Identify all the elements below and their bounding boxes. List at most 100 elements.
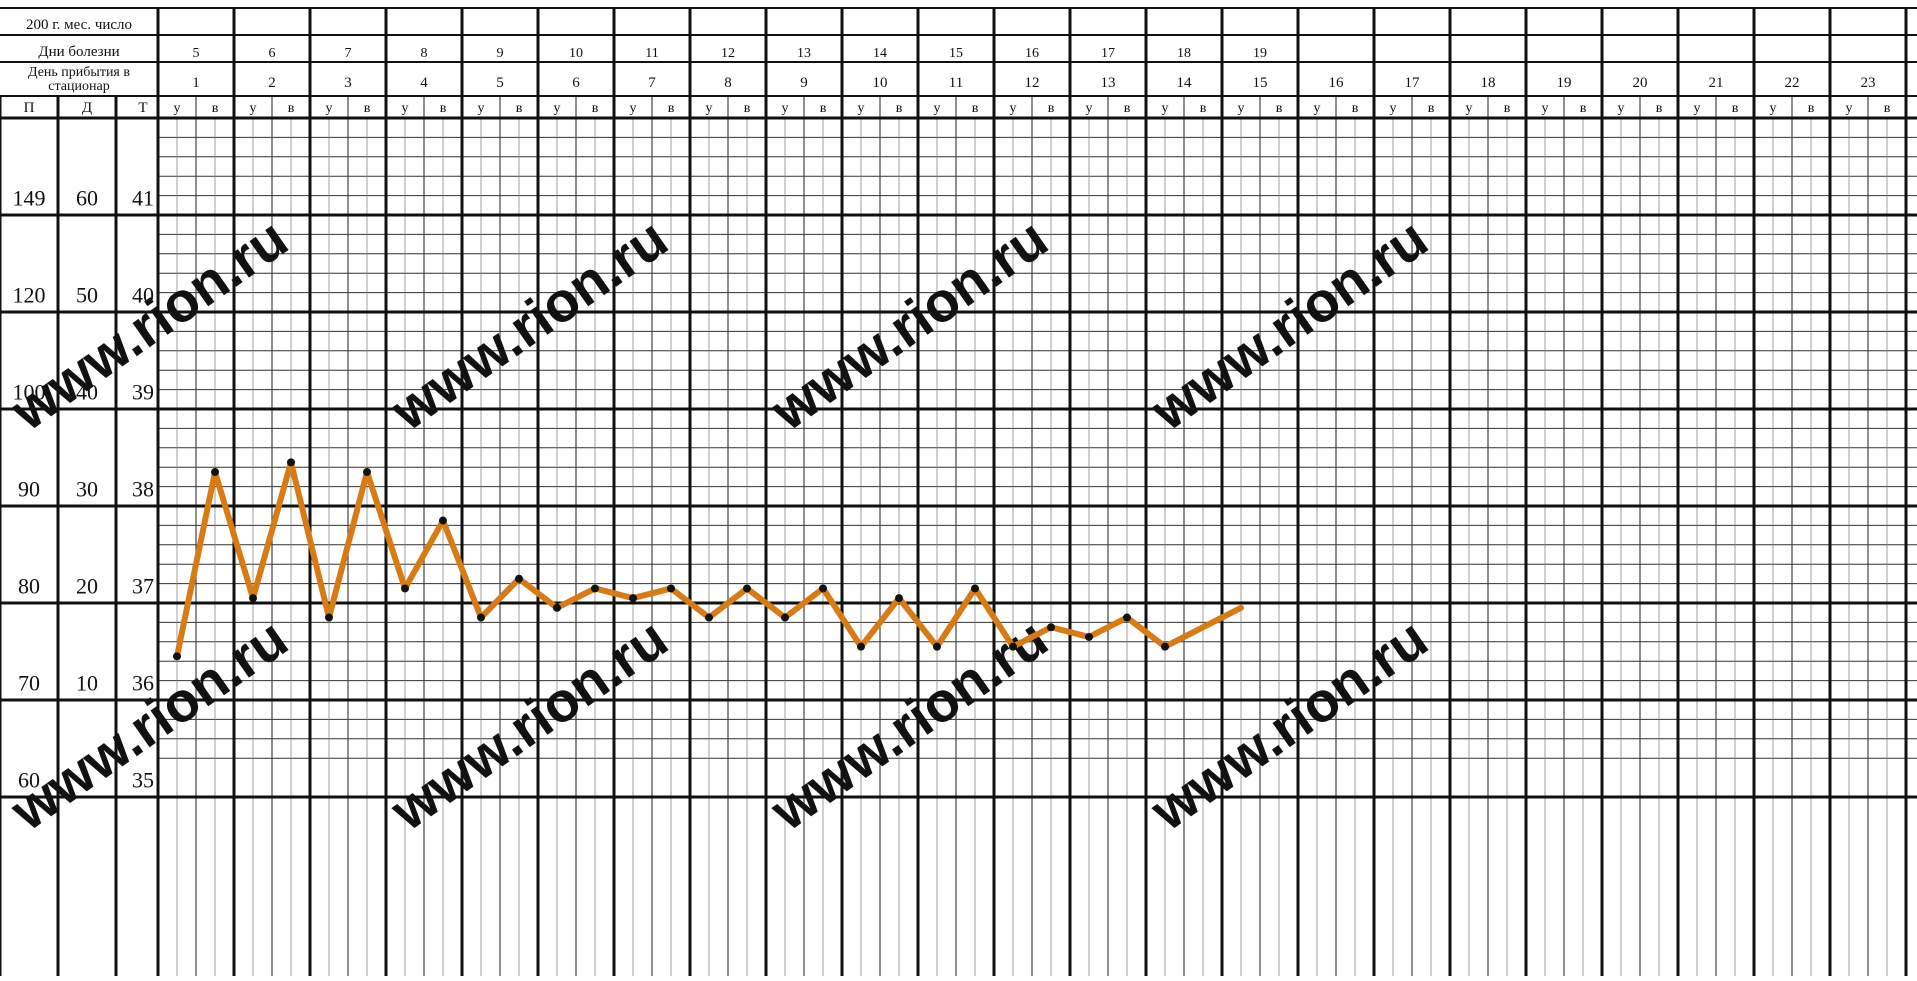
evening-slot-label: в — [820, 101, 827, 116]
pressure-scale-label: 40 — [76, 379, 98, 404]
watermark-text: www.rion.ru — [0, 606, 299, 843]
header-date-label: 200 г. мес. число — [26, 17, 132, 33]
evening-slot-label: в — [668, 101, 675, 116]
pressure-scale-label: 20 — [76, 573, 98, 598]
hospital-day-label: 3 — [344, 75, 352, 91]
pulse-scale-label: 80 — [18, 573, 40, 598]
header-illness-days-label: Дни болезни — [38, 44, 119, 60]
pressure-scale-label: 10 — [76, 670, 98, 695]
temperature-point — [1047, 623, 1055, 632]
morning-slot-label: у — [1694, 101, 1701, 116]
evening-slot-label: в — [1276, 101, 1283, 116]
morning-slot-label: у — [554, 101, 561, 116]
temperature-scale-label: 35 — [132, 767, 154, 792]
evening-slot-label: в — [1656, 101, 1663, 116]
pressure-scale-label: 60 — [76, 185, 98, 210]
illness-day-label: 7 — [345, 46, 352, 61]
pulse-scale-label: 149 — [13, 185, 46, 210]
temperature-point — [515, 574, 523, 583]
morning-slot-label: у — [1086, 101, 1093, 116]
hospital-day-label: 16 — [1329, 75, 1345, 91]
header-arrival-label-line1: День прибытия в — [28, 65, 130, 80]
morning-slot-label: у — [1162, 101, 1169, 116]
temperature-scale-label: 36 — [132, 670, 154, 695]
temperature-point — [325, 613, 333, 622]
illness-day-label: 9 — [497, 46, 504, 61]
morning-slot-label: у — [706, 101, 713, 116]
temperature-point — [667, 584, 675, 593]
temperature-point — [971, 584, 979, 593]
temperature-scale-label: 40 — [132, 282, 154, 307]
morning-slot-label: у — [250, 101, 257, 116]
illness-day-label: 6 — [269, 46, 276, 61]
hospital-day-label: 22 — [1785, 75, 1800, 91]
pulse-scale-label: 60 — [18, 767, 40, 792]
temperature-point — [1161, 642, 1169, 651]
watermark-text: www.rion.ru — [378, 206, 678, 443]
hospital-day-label: 19 — [1557, 75, 1572, 91]
side-column-header-2: Т — [138, 100, 147, 116]
hospital-day-label: 15 — [1253, 75, 1268, 91]
morning-slot-label: у — [326, 101, 333, 116]
watermark-text: www.rion.ru — [758, 206, 1058, 443]
temperature-point — [211, 468, 219, 477]
illness-day-label: 8 — [421, 46, 428, 61]
temperature-scale-label: 38 — [132, 476, 154, 501]
illness-day-label: 14 — [873, 46, 887, 61]
temperature-point — [173, 652, 181, 661]
temperature-point — [287, 458, 295, 467]
evening-slot-label: в — [516, 101, 523, 116]
temperature-point — [933, 642, 941, 651]
evening-slot-label: в — [972, 101, 979, 116]
illness-day-label: 16 — [1025, 46, 1039, 61]
hospital-day-label: 21 — [1709, 75, 1724, 91]
temperature-point — [629, 594, 637, 603]
morning-slot-label: у — [858, 101, 865, 116]
evening-slot-label: в — [1428, 101, 1435, 116]
temperature-point — [895, 594, 903, 603]
hospital-day-label: 18 — [1481, 75, 1496, 91]
evening-slot-label: в — [1580, 101, 1587, 116]
temperature-point — [819, 584, 827, 593]
pulse-scale-label: 100 — [13, 379, 46, 404]
temperature-series-line — [174, 459, 1244, 660]
illness-day-label: 19 — [1253, 46, 1267, 61]
morning-slot-label: у — [1010, 101, 1017, 116]
pressure-scale-label: 30 — [76, 476, 98, 501]
evening-slot-label: в — [1048, 101, 1055, 116]
temperature-point — [705, 613, 713, 622]
temperature-point — [553, 603, 561, 612]
temperature-point — [439, 516, 447, 525]
temperature-point — [857, 642, 865, 651]
temperature-point — [401, 584, 409, 593]
temperature-point — [1123, 613, 1131, 622]
hospital-day-label: 6 — [572, 75, 580, 91]
morning-slot-label: у — [478, 101, 485, 116]
morning-slot-label: у — [934, 101, 941, 116]
illness-day-label: 12 — [721, 46, 735, 61]
evening-slot-label: в — [1884, 101, 1891, 116]
temperature-scale-label: 39 — [132, 379, 154, 404]
pulse-scale-label: 90 — [18, 476, 40, 501]
pressure-scale-label: 50 — [76, 282, 98, 307]
evening-slot-label: в — [744, 101, 751, 116]
evening-slot-label: в — [1352, 101, 1359, 116]
temperature-point — [781, 613, 789, 622]
hospital-day-label: 11 — [949, 75, 963, 91]
illness-day-label: 17 — [1101, 46, 1115, 61]
temperature-scale-label: 37 — [132, 573, 154, 598]
morning-slot-label: у — [1314, 101, 1321, 116]
hospital-day-label: 8 — [724, 75, 732, 91]
evening-slot-label: в — [592, 101, 599, 116]
header-arrival-label-line2: стационар — [48, 79, 109, 94]
hospital-day-label: 1 — [192, 75, 200, 91]
evening-slot-label: в — [288, 101, 295, 116]
hospital-day-label: 12 — [1025, 75, 1040, 91]
hospital-day-label: 17 — [1405, 75, 1421, 91]
morning-slot-label: у — [1466, 101, 1473, 116]
hospital-day-label: 9 — [800, 75, 808, 91]
evening-slot-label: в — [896, 101, 903, 116]
temperature-point — [477, 613, 485, 622]
hospital-day-label: 2 — [268, 75, 276, 91]
evening-slot-label: в — [1504, 101, 1511, 116]
